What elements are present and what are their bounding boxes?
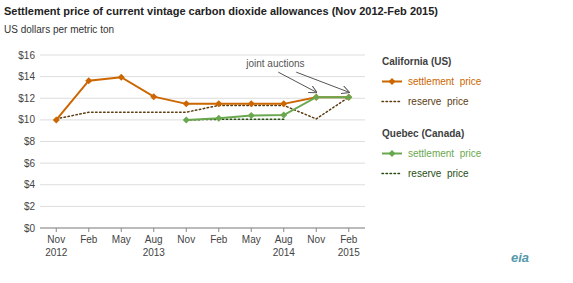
- grid-line: [40, 76, 365, 77]
- legend-swatch: [382, 173, 402, 175]
- marker: [85, 77, 92, 84]
- year-label: 2014: [273, 247, 296, 258]
- grid-line: [40, 206, 365, 207]
- marker: [215, 100, 222, 107]
- x-tick: [283, 228, 284, 232]
- x-tick: [186, 228, 187, 232]
- grid-line: [40, 184, 365, 185]
- legend-group: Quebec (Canada): [382, 128, 464, 139]
- marker: [183, 100, 190, 107]
- y-tick-label: $8: [24, 136, 36, 147]
- legend-label: reserve price: [408, 96, 469, 107]
- x-tick-label: Aug: [145, 234, 163, 245]
- annotation-arrow: [278, 72, 316, 92]
- legend-swatch: [382, 101, 402, 103]
- y-tick-label: $10: [18, 114, 35, 125]
- x-tick: [348, 228, 349, 232]
- series-line: [56, 77, 349, 120]
- x-tick: [153, 228, 154, 232]
- marker: [248, 112, 255, 119]
- marker: [215, 115, 222, 122]
- y-tick-label: $2: [24, 201, 36, 212]
- y-tick-label: $6: [24, 158, 36, 169]
- x-tick: [121, 228, 122, 232]
- x-tick-label: Feb: [80, 234, 98, 245]
- x-tick-label: May: [112, 234, 131, 245]
- x-tick-label: Nov: [307, 234, 325, 245]
- marker: [248, 100, 255, 107]
- marker: [118, 74, 125, 81]
- x-tick-label: Nov: [47, 234, 65, 245]
- y-tick-label: $4: [24, 179, 36, 190]
- x-tick-label: Feb: [340, 234, 358, 245]
- grid-line: [40, 163, 365, 164]
- title: Settlement price of current vintage carb…: [4, 5, 438, 17]
- x-tick: [56, 228, 57, 232]
- y-tick-label: $0: [24, 223, 36, 234]
- year-label: 2015: [338, 247, 361, 258]
- series-line: [186, 97, 349, 120]
- grid-line: [40, 55, 365, 56]
- legend-label: reserve price: [408, 168, 469, 179]
- marker: [345, 94, 352, 101]
- marker: [313, 94, 320, 101]
- annotation-text: joint auctions: [245, 58, 304, 69]
- marker: [150, 93, 157, 100]
- legend-label: settlement price: [408, 76, 482, 87]
- y-tick-label: $12: [18, 93, 35, 104]
- marker: [53, 116, 60, 123]
- grid-line: [40, 141, 365, 142]
- legend-label: settlement price: [408, 148, 482, 159]
- x-tick-label: Aug: [275, 234, 293, 245]
- year-label: 2013: [143, 247, 166, 258]
- x-tick: [218, 228, 219, 232]
- marker: [345, 94, 352, 101]
- x-tick: [316, 228, 317, 232]
- marker: [280, 100, 287, 107]
- legend-marker: [389, 78, 396, 85]
- x-tick-label: Feb: [210, 234, 228, 245]
- year-label: 2012: [45, 247, 68, 258]
- y-tick-label: $14: [18, 71, 35, 82]
- annotation-arrow: [296, 72, 349, 92]
- chart: Settlement price of current vintage carb…: [0, 0, 573, 283]
- marker: [183, 116, 190, 123]
- legend-marker: [389, 150, 396, 157]
- subtitle: US dollars per metric ton: [4, 24, 114, 35]
- marker: [280, 112, 287, 119]
- legend-group: California (US): [382, 56, 451, 67]
- x-tick-label: May: [242, 234, 261, 245]
- y-tick-label: $16: [18, 50, 35, 61]
- logo: eia: [511, 250, 529, 265]
- x-tick: [88, 228, 89, 232]
- x-tick-label: Nov: [177, 234, 195, 245]
- x-tick: [251, 228, 252, 232]
- plot-area: [53, 74, 353, 124]
